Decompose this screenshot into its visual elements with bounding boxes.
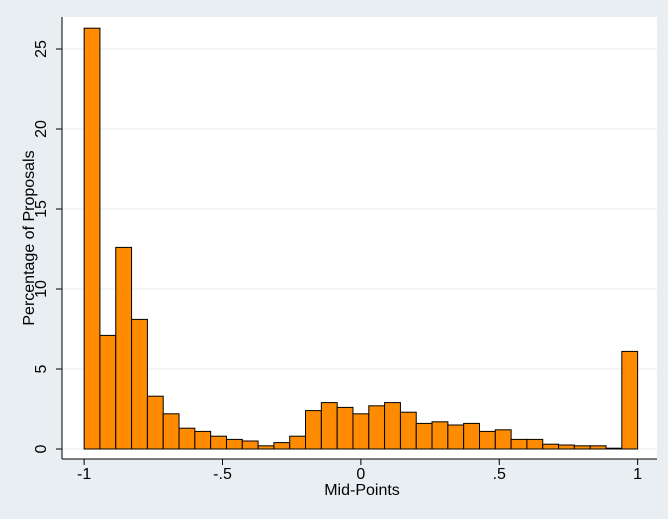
bar (542, 443, 560, 450)
x-tick-label: -1 (77, 466, 91, 483)
bar (257, 445, 275, 450)
bar (115, 246, 133, 450)
bar (162, 413, 180, 450)
bar (146, 395, 164, 450)
y-axis-label: Percentage of Proposals (21, 150, 38, 325)
x-tick-label: 0 (356, 466, 365, 483)
bar (352, 413, 370, 450)
bar (225, 438, 243, 450)
bar (336, 406, 354, 450)
bar (621, 350, 639, 450)
bar (605, 447, 623, 450)
x-axis-label: Mid-Points (324, 482, 400, 499)
bar (447, 424, 465, 450)
bar (573, 445, 591, 450)
x-tick-label: .5 (493, 466, 506, 483)
bar (463, 422, 480, 450)
bar (305, 410, 322, 450)
bar (368, 405, 386, 450)
bar (431, 421, 449, 450)
bar (99, 334, 117, 450)
bar (384, 402, 401, 450)
bar (494, 429, 512, 450)
bar (83, 27, 101, 450)
bar (320, 402, 338, 450)
y-tick-label: 20 (33, 120, 50, 138)
bar (178, 427, 196, 450)
x-tick-label: -.5 (213, 466, 232, 483)
bar (510, 438, 528, 450)
bar (273, 442, 291, 450)
bar (526, 438, 544, 450)
bar (558, 444, 575, 450)
x-tick-label: 1 (633, 466, 642, 483)
plot-area (62, 17, 657, 459)
y-tick-label: 0 (33, 444, 50, 453)
bar (289, 435, 307, 450)
bar (589, 445, 607, 450)
y-tick-label: 25 (33, 40, 50, 58)
bar (194, 430, 212, 450)
y-tick-label: 10 (33, 280, 50, 298)
bar (131, 318, 148, 450)
bar (415, 422, 433, 450)
y-tick-label: 15 (33, 200, 50, 218)
bar (399, 411, 417, 450)
y-tick-label: 5 (33, 364, 50, 373)
bar (478, 430, 496, 450)
bar (210, 435, 227, 450)
bar (241, 440, 259, 450)
